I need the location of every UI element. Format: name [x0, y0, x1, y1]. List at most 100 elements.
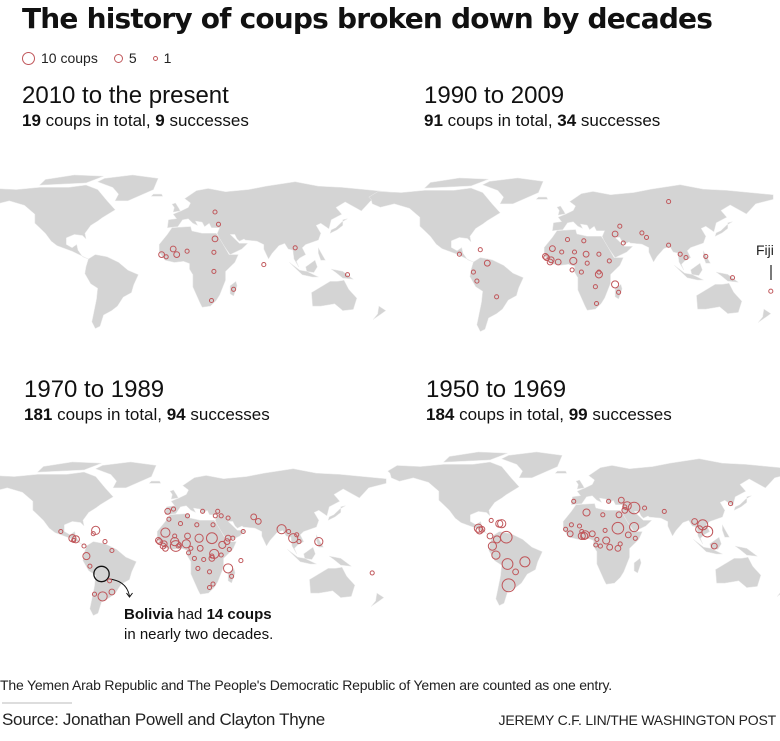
coup-circle-philippines [314, 537, 324, 547]
coup-circle-mauritania [568, 522, 574, 528]
coup-circle-gabon [593, 542, 599, 548]
land-new-zealand [776, 592, 780, 597]
land-north-america [387, 461, 520, 537]
coup-circle-panama [81, 543, 87, 549]
summary-text: successes [185, 405, 270, 424]
coup-circle-tunisia [184, 513, 191, 519]
coup-circle-sudan [596, 251, 602, 257]
land-arctic-islands [442, 451, 508, 463]
coup-circle-venezuela [500, 530, 513, 544]
land-greenland [501, 451, 563, 479]
coup-circle-dominican-rep- [91, 525, 101, 536]
coup-circle-lesotho [593, 300, 600, 307]
coup-circle-fiji [768, 288, 774, 294]
land-arctic-islands [36, 461, 102, 473]
land-borneo [303, 546, 316, 560]
coup-circle-mali [172, 533, 178, 539]
coup-circle-haiti [477, 247, 483, 253]
period-summary: 91 coups in total, 34 successes [424, 110, 660, 132]
land-borneo [690, 262, 703, 276]
coup-circle-mali [559, 249, 565, 255]
coup-circle-comoros [611, 280, 620, 289]
coup-circle-cyprus [212, 513, 218, 519]
panel-header-1950: 1950 to 1969 184 coups in total, 99 succ… [426, 376, 672, 426]
land-philippines [703, 250, 711, 264]
land-south-america [84, 254, 139, 329]
coup-circle-south-vietnam [701, 525, 714, 538]
coup-circle-bangladesh [666, 242, 672, 248]
coup-circle-honduras [71, 535, 80, 544]
summary-text: coups in total, [52, 405, 167, 424]
coup-circle-south-korea [728, 501, 734, 507]
land-greenland [95, 461, 157, 489]
coup-circle-zambia [592, 284, 598, 290]
coup-circle-south-yemen [230, 535, 236, 541]
legend-label-5: 5 [128, 50, 137, 66]
coup-circle-panama [486, 532, 494, 540]
success-count: 34 [557, 111, 577, 130]
coup-circle-bolivia [501, 558, 514, 570]
coup-circle-comoros [223, 563, 234, 574]
land-philippines [722, 524, 730, 538]
coup-circle-benin [176, 542, 182, 548]
coup-circle-cameroon [188, 545, 194, 551]
success-count: 99 [568, 405, 588, 424]
source-line: Source: Jonathan Powell and Clayton Thyn… [2, 710, 325, 729]
coup-circle-ecuador [470, 269, 476, 275]
coup-circle-madagascar [616, 289, 622, 295]
coup-circle-algeria [582, 508, 591, 517]
anno-country: Bolivia [124, 606, 174, 623]
coup-circle-rwanda [596, 269, 602, 275]
coup-circle-guinea [566, 530, 574, 538]
coup-circle-brazil [519, 556, 531, 568]
coup-circle-argentina [97, 591, 108, 602]
period-summary: 181 coups in total, 94 successes [24, 404, 270, 426]
coup-circle-pakistan [661, 508, 667, 514]
coup-circle-car [196, 544, 204, 552]
summary-text: successes [576, 111, 661, 130]
total-count: 19 [22, 111, 41, 130]
coup-circle-somalia [632, 535, 638, 541]
coup-circle-zaire [201, 556, 207, 563]
coup-circle-uganda [209, 548, 220, 559]
land-arctic-islands [38, 174, 104, 186]
land-greenland [97, 174, 159, 202]
legend-circle-medium-icon [113, 53, 123, 63]
coup-circle-argentina [501, 578, 516, 593]
coup-circle-paraguay [107, 578, 113, 584]
land-eurasia [167, 181, 389, 268]
coup-circle-seychelles [238, 558, 244, 564]
total-count: 181 [24, 405, 53, 424]
legend-label-10: 10 coups [41, 50, 98, 66]
land-britain [575, 479, 585, 490]
coup-circle-mali [169, 245, 177, 253]
coup-circle-turkey [617, 496, 625, 504]
coup-circle-maldives [261, 262, 267, 268]
bolivia-annotation: Bolivia had 14 coups in nearly two decad… [124, 605, 273, 645]
land-japan [327, 505, 346, 521]
land-philippines [316, 534, 324, 548]
coup-circle-pakistan [254, 518, 262, 525]
coup-circle-algeria [564, 237, 571, 243]
coup-circle-mexico [58, 528, 64, 535]
coup-circle-indonesia [710, 542, 718, 550]
land-australia [311, 280, 358, 311]
coup-circle-ukraine [212, 209, 218, 215]
legend-circle-large-icon [22, 51, 35, 65]
coup-circle-thailand [292, 245, 298, 251]
coup-circle-oman [240, 528, 246, 535]
coup-circle-congo [191, 555, 197, 561]
coup-circle-congo [578, 269, 584, 275]
land-britain [556, 205, 566, 216]
coup-circle-iran [642, 505, 648, 511]
coup-circle-gambia [542, 253, 549, 260]
period-title: 1990 to 2009 [424, 82, 565, 109]
coup-circle-cameroon [594, 536, 600, 542]
land-africa [158, 226, 239, 308]
coup-circle-algeria [177, 521, 184, 527]
coup-circle-pakistan [643, 234, 650, 240]
land-new-zealand [757, 308, 772, 323]
summary-text: coups in total, [442, 111, 558, 130]
land-new-guinea [735, 545, 759, 557]
land-australia [696, 283, 743, 314]
